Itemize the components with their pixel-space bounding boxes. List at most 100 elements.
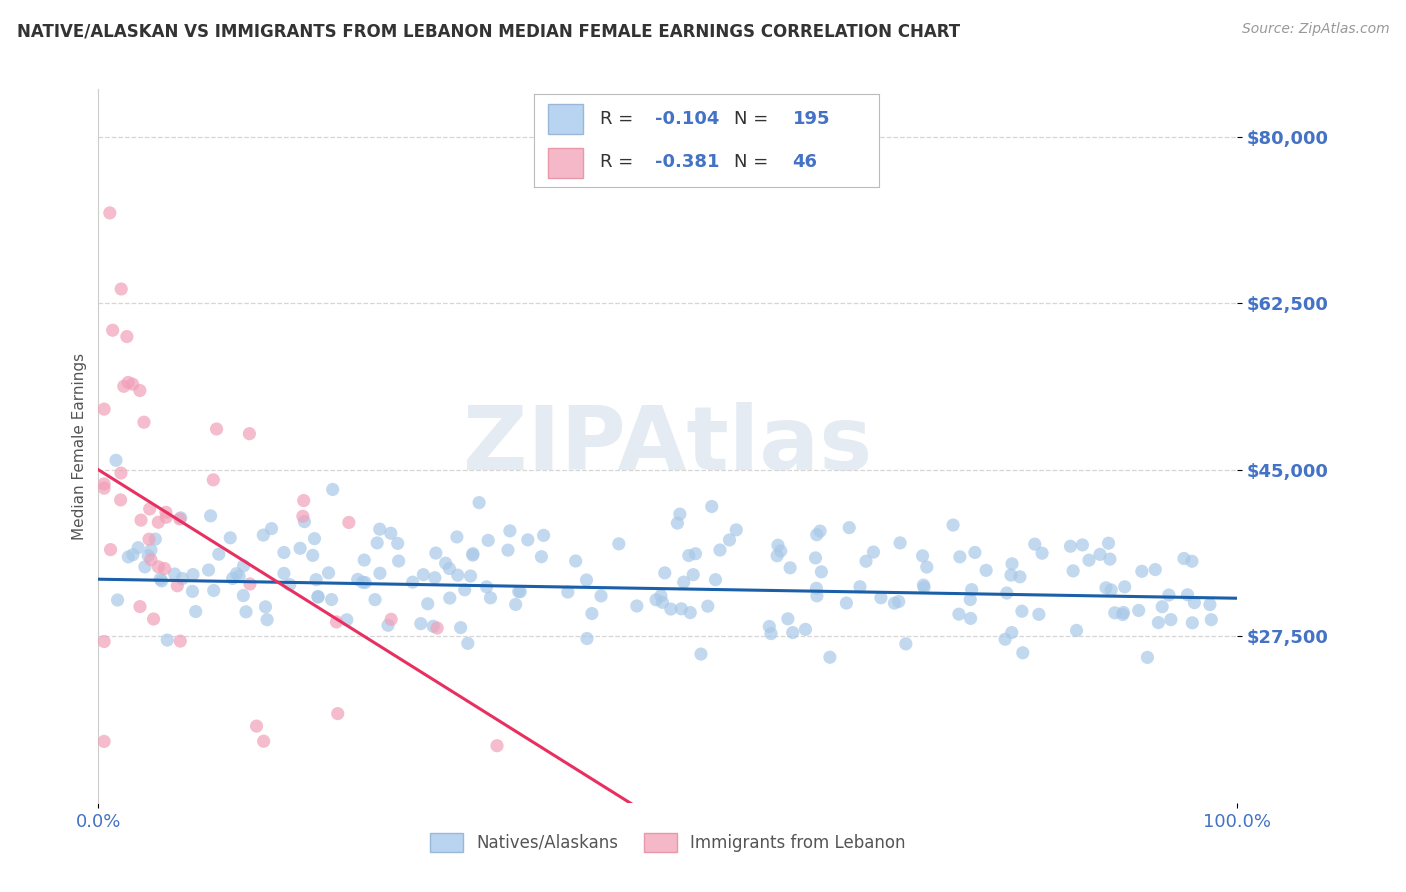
Point xyxy=(346,573,368,587)
Point xyxy=(181,584,204,599)
Point xyxy=(110,466,132,480)
Point xyxy=(288,541,311,556)
Point xyxy=(1130,564,1153,578)
Point xyxy=(232,589,254,603)
Point xyxy=(181,567,204,582)
Point xyxy=(129,513,152,527)
Point xyxy=(155,505,177,519)
Point xyxy=(304,532,326,546)
Point xyxy=(422,619,444,633)
Point xyxy=(238,426,260,441)
Point xyxy=(960,582,983,597)
Point xyxy=(273,566,295,581)
Point xyxy=(948,607,970,622)
Point xyxy=(387,536,409,550)
Point xyxy=(657,814,679,829)
Point xyxy=(93,402,115,417)
Point xyxy=(260,522,283,536)
Point xyxy=(318,566,340,580)
Point xyxy=(1112,606,1135,620)
Point xyxy=(447,568,470,582)
Text: 46: 46 xyxy=(793,153,818,171)
Point xyxy=(439,591,461,605)
Point xyxy=(143,532,166,546)
Point xyxy=(1181,554,1204,568)
Text: NATIVE/ALASKAN VS IMMIGRANTS FROM LEBANON MEDIAN FEMALE EARNINGS CORRELATION CHA: NATIVE/ALASKAN VS IMMIGRANTS FROM LEBANO… xyxy=(17,22,960,40)
Point xyxy=(368,566,391,581)
Point xyxy=(139,543,162,558)
Point xyxy=(766,549,789,563)
Point xyxy=(855,554,877,568)
Point xyxy=(380,526,402,541)
Point xyxy=(912,578,935,592)
Point xyxy=(128,384,150,398)
Text: -0.381: -0.381 xyxy=(655,153,720,171)
Point xyxy=(1199,613,1222,627)
Point xyxy=(93,634,115,648)
Point xyxy=(486,739,509,753)
Point xyxy=(107,593,129,607)
Point xyxy=(127,541,149,555)
Point xyxy=(475,580,498,594)
Point xyxy=(709,543,731,558)
Point xyxy=(134,560,156,574)
Point xyxy=(450,621,472,635)
Point xyxy=(169,512,191,526)
Point xyxy=(942,518,965,533)
Point xyxy=(301,549,323,563)
Point xyxy=(1000,568,1022,582)
Point xyxy=(104,453,127,467)
Point xyxy=(221,571,243,585)
Point xyxy=(678,549,700,563)
Point xyxy=(589,589,612,603)
Point xyxy=(654,566,676,580)
Point xyxy=(219,531,242,545)
Point xyxy=(700,500,723,514)
Point xyxy=(172,572,194,586)
Point xyxy=(326,706,349,721)
Point xyxy=(163,567,186,582)
FancyBboxPatch shape xyxy=(548,104,582,134)
Point xyxy=(460,569,482,583)
Point xyxy=(364,592,387,607)
Point xyxy=(690,647,713,661)
Point xyxy=(468,495,491,509)
Point xyxy=(225,566,247,581)
Text: 195: 195 xyxy=(793,110,830,128)
Point xyxy=(278,577,301,591)
Text: N =: N = xyxy=(734,110,775,128)
Point xyxy=(499,524,522,538)
Point xyxy=(810,565,832,579)
Point xyxy=(148,559,170,574)
Point xyxy=(101,323,124,337)
Point xyxy=(325,615,347,629)
Point xyxy=(949,549,972,564)
Point xyxy=(806,589,828,603)
Point xyxy=(477,533,499,548)
Point xyxy=(666,516,689,530)
Point xyxy=(626,599,648,613)
Point xyxy=(838,521,860,535)
Point xyxy=(581,607,603,621)
Point xyxy=(1099,582,1122,597)
Point xyxy=(457,636,479,650)
Point xyxy=(1097,536,1119,550)
Point xyxy=(401,575,423,590)
Point xyxy=(1184,596,1206,610)
Point xyxy=(1112,607,1135,622)
Point xyxy=(682,567,704,582)
Point xyxy=(1001,625,1024,640)
Point xyxy=(818,650,841,665)
Point xyxy=(273,545,295,559)
Point xyxy=(659,602,682,616)
Point xyxy=(1078,553,1101,567)
Point xyxy=(454,582,477,597)
Text: ZIPAtlas: ZIPAtlas xyxy=(463,402,873,490)
Point xyxy=(292,493,315,508)
Point xyxy=(1199,598,1222,612)
Point xyxy=(533,528,555,542)
Point xyxy=(93,481,115,495)
Point xyxy=(426,621,449,635)
Y-axis label: Median Female Earnings: Median Female Earnings xyxy=(72,352,87,540)
Point xyxy=(121,548,143,562)
